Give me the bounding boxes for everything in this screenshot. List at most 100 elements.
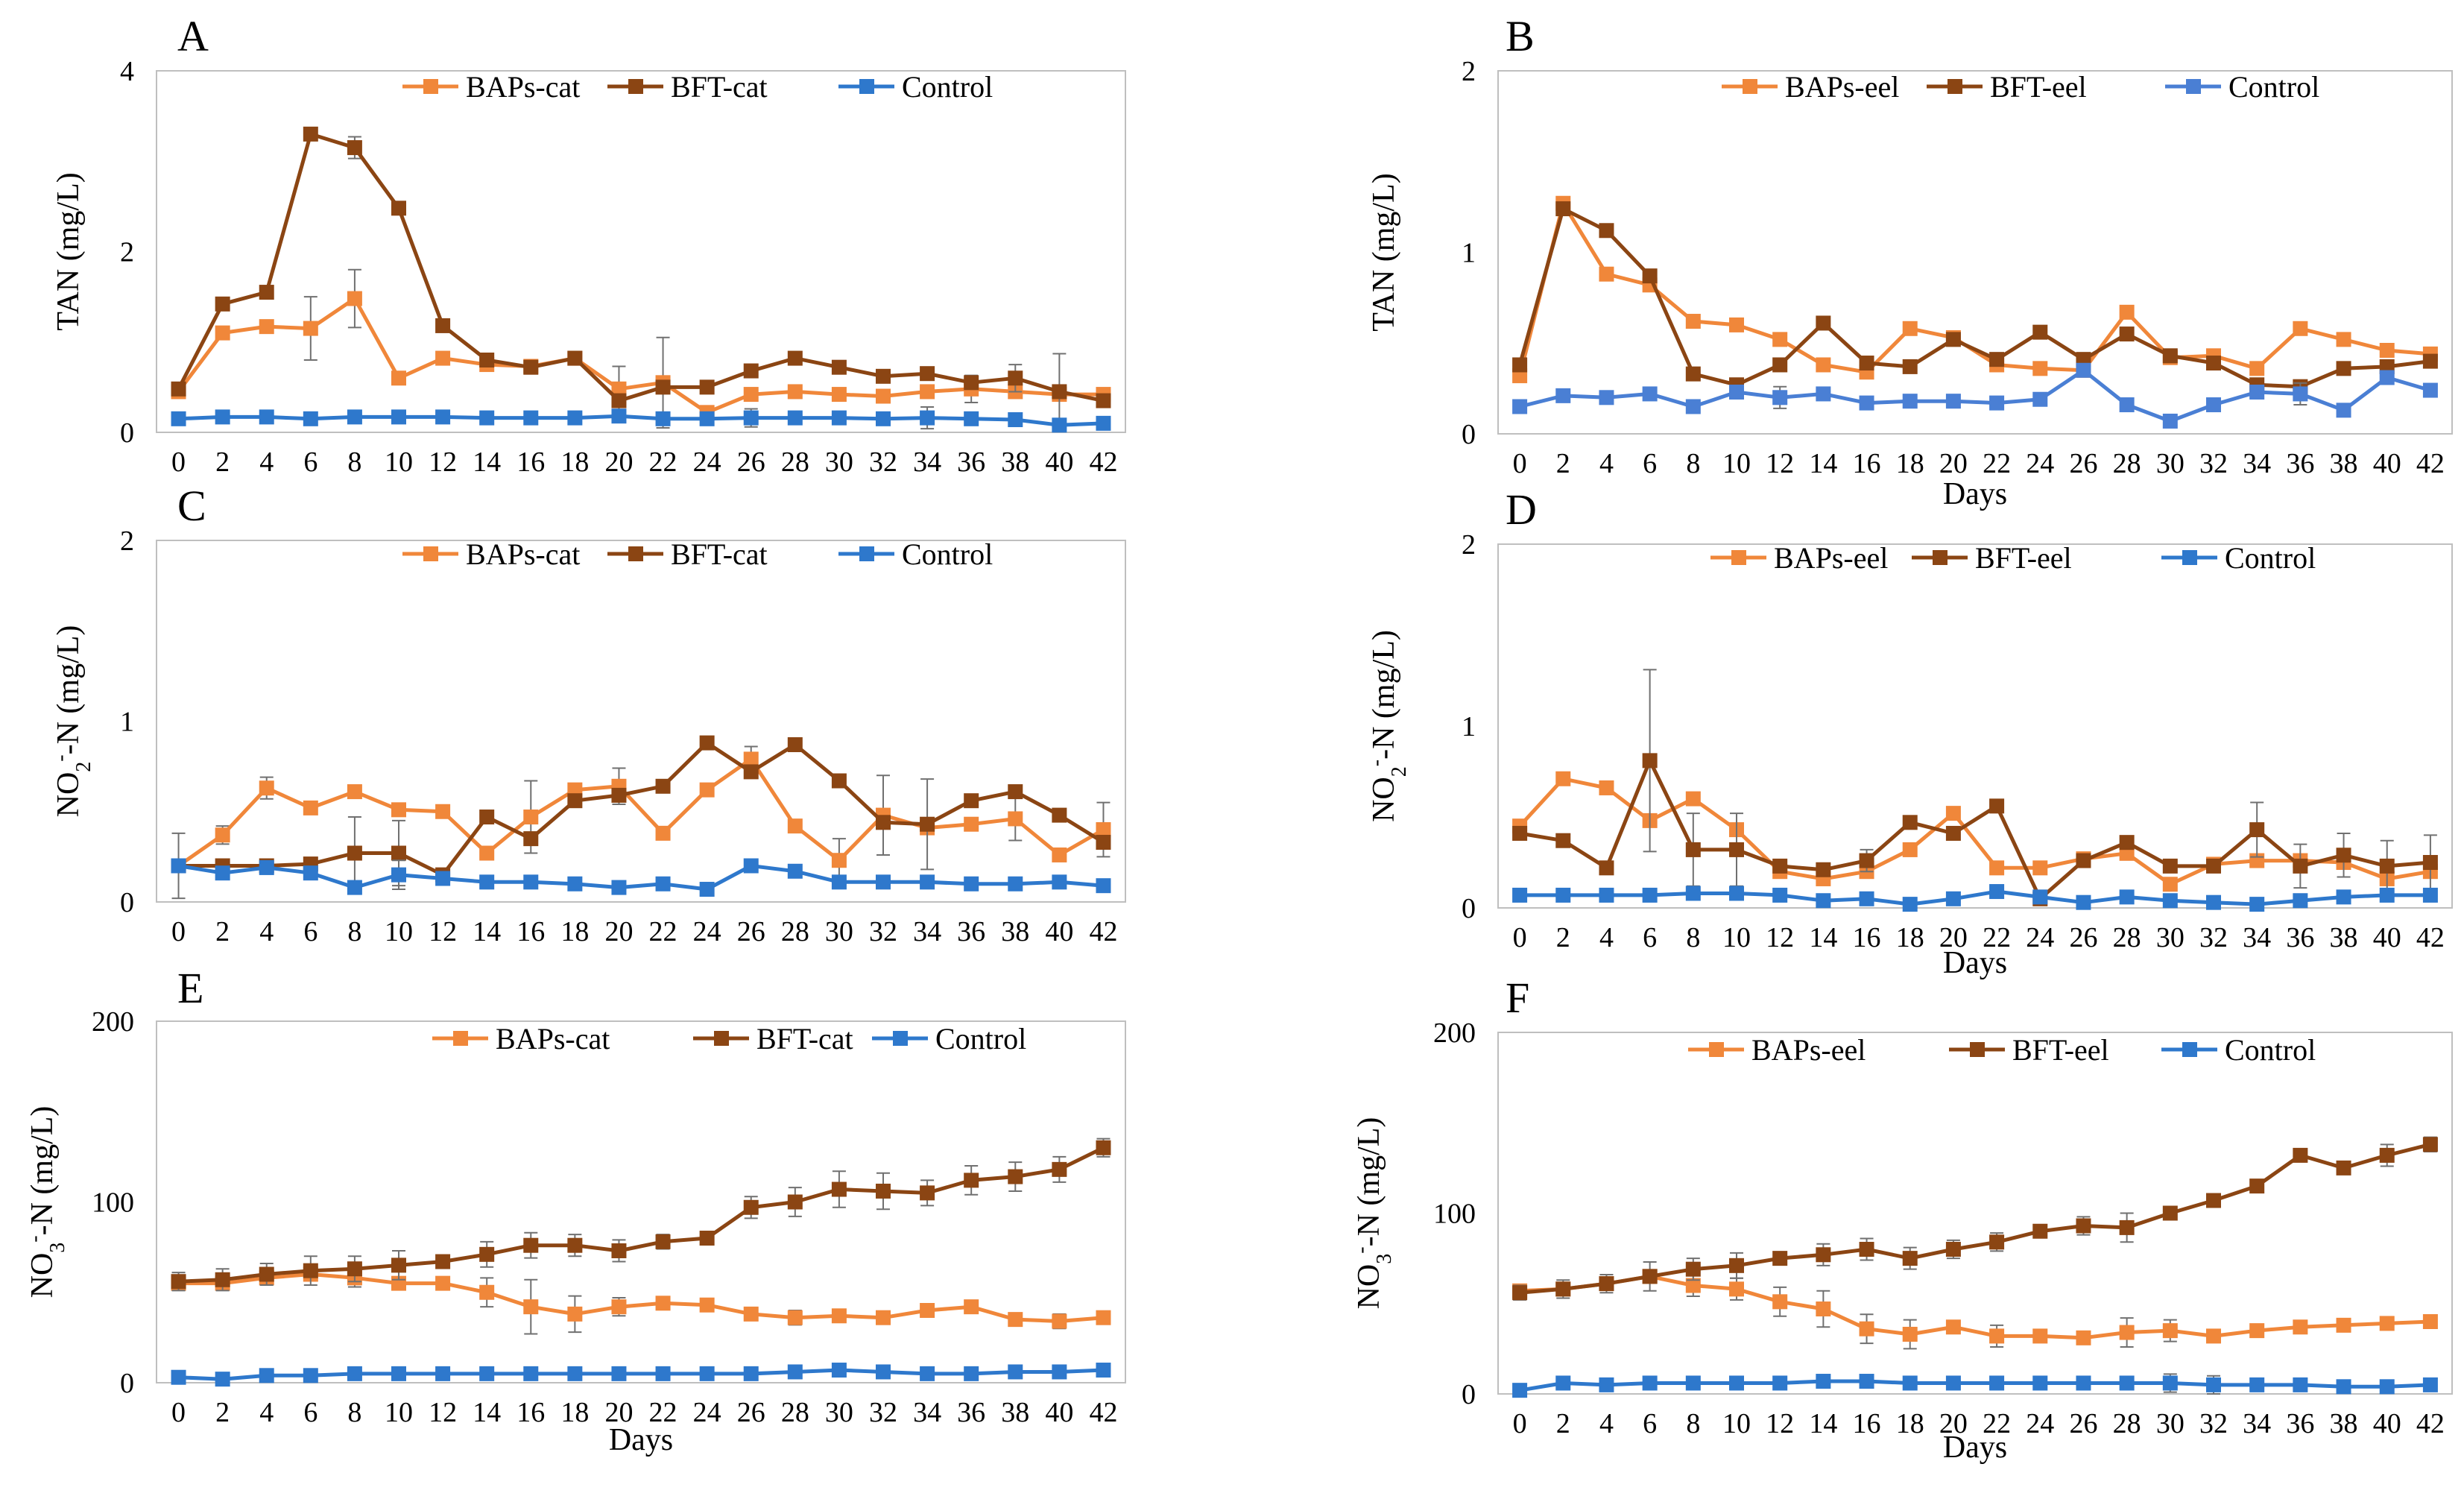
- x-tick-label: 30: [825, 916, 853, 947]
- data-point: [2336, 332, 2351, 347]
- x-tick-label: 8: [1686, 922, 1700, 953]
- x-tick-label: 32: [2199, 448, 2228, 479]
- legend-marker: [628, 546, 643, 561]
- data-point: [2076, 853, 2091, 868]
- series-line: [177, 297, 1104, 414]
- data-point: [259, 1368, 274, 1383]
- data-point: [1772, 390, 1788, 406]
- x-tick-label: 32: [2199, 1408, 2228, 1439]
- data-point: [876, 815, 891, 830]
- data-point: [2249, 897, 2265, 912]
- x-tick-label: 6: [1643, 1408, 1657, 1439]
- data-point: [920, 410, 935, 426]
- x-tick-label: 28: [781, 1397, 809, 1428]
- data-point: [1685, 1375, 1701, 1391]
- data-point: [1642, 887, 1658, 903]
- x-tick-label: 22: [649, 447, 677, 478]
- data-point: [743, 751, 759, 767]
- data-point: [215, 827, 230, 843]
- data-point: [1008, 811, 1023, 827]
- y-tick-label: 200: [92, 1006, 134, 1038]
- data-point: [1642, 1375, 1658, 1391]
- data-point: [303, 1368, 318, 1383]
- data-point: [2336, 1160, 2351, 1176]
- data-point: [1512, 1285, 1528, 1301]
- data-point: [2162, 348, 2178, 364]
- data-point: [920, 366, 935, 382]
- data-point: [1555, 887, 1571, 903]
- data-point: [347, 1366, 362, 1381]
- data-point: [1859, 891, 1874, 906]
- data-point: [1096, 393, 1111, 408]
- data-point: [1859, 1321, 1874, 1337]
- plot-frame: [156, 540, 1126, 903]
- data-point: [479, 845, 495, 861]
- data-point: [523, 1366, 539, 1381]
- data-point: [303, 411, 318, 426]
- data-point: [699, 1366, 715, 1381]
- data-point: [699, 379, 715, 395]
- x-tick-label: 2: [215, 1397, 230, 1428]
- series-line: [1519, 758, 2431, 901]
- legend-marker: [1731, 550, 1746, 565]
- data-point: [1902, 394, 1918, 409]
- data-point: [1989, 1234, 2005, 1250]
- x-tick-label: 32: [869, 1397, 897, 1428]
- data-point: [1945, 806, 1961, 821]
- data-point: [1989, 352, 2005, 367]
- data-point: [2119, 397, 2135, 413]
- x-tick-label: 42: [1089, 447, 1117, 478]
- x-tick-label: 30: [825, 1397, 853, 1428]
- data-point: [655, 411, 671, 426]
- data-point: [2249, 822, 2265, 838]
- x-tick-label: 16: [1853, 448, 1881, 479]
- data-point: [787, 350, 803, 366]
- data-point: [2379, 370, 2395, 385]
- data-point: [787, 384, 803, 400]
- x-tick-label: 40: [1045, 916, 1073, 947]
- data-point: [2119, 304, 2135, 320]
- x-tick-label: 12: [429, 916, 457, 947]
- data-point: [2379, 1147, 2395, 1163]
- x-tick-label: 0: [171, 447, 186, 478]
- x-tick-label: 18: [1896, 448, 1924, 479]
- x-tick-label: 38: [1001, 916, 1029, 947]
- data-point: [171, 381, 186, 397]
- series-line: [178, 864, 1104, 892]
- x-tick-label: 36: [2286, 1408, 2314, 1439]
- y-tick-label: 0: [1462, 419, 1476, 450]
- data-point: [567, 410, 583, 426]
- data-point: [964, 375, 979, 391]
- data-point: [611, 1299, 627, 1315]
- data-point: [1859, 1242, 1874, 1257]
- y-tick-label: 2: [1462, 56, 1476, 87]
- data-point: [435, 1275, 451, 1291]
- legend-label: BFT-cat: [671, 537, 768, 571]
- data-point: [2162, 413, 2178, 429]
- series-line: [178, 1368, 1104, 1381]
- data-point: [1816, 1301, 1831, 1317]
- data-point: [787, 818, 803, 834]
- data-point: [303, 1263, 318, 1278]
- x-tick-label: 42: [2416, 922, 2445, 953]
- series-line: [1520, 889, 2430, 906]
- x-tick-label: 36: [2286, 922, 2314, 953]
- data-point: [1902, 1326, 1918, 1342]
- data-point: [1902, 815, 1918, 830]
- data-point: [1052, 807, 1067, 823]
- data-point: [743, 764, 759, 780]
- data-point: [1052, 417, 1067, 433]
- data-point: [787, 737, 803, 753]
- data-point: [2206, 1193, 2221, 1208]
- data-point: [920, 874, 935, 890]
- x-tick-label: 36: [2286, 448, 2314, 479]
- x-tick-label: 40: [1045, 447, 1073, 478]
- data-point: [215, 865, 230, 881]
- data-point: [1772, 332, 1788, 347]
- data-point: [303, 321, 318, 336]
- x-tick-label: 28: [2113, 448, 2141, 479]
- x-tick-label: 8: [1686, 448, 1700, 479]
- data-point: [391, 370, 406, 386]
